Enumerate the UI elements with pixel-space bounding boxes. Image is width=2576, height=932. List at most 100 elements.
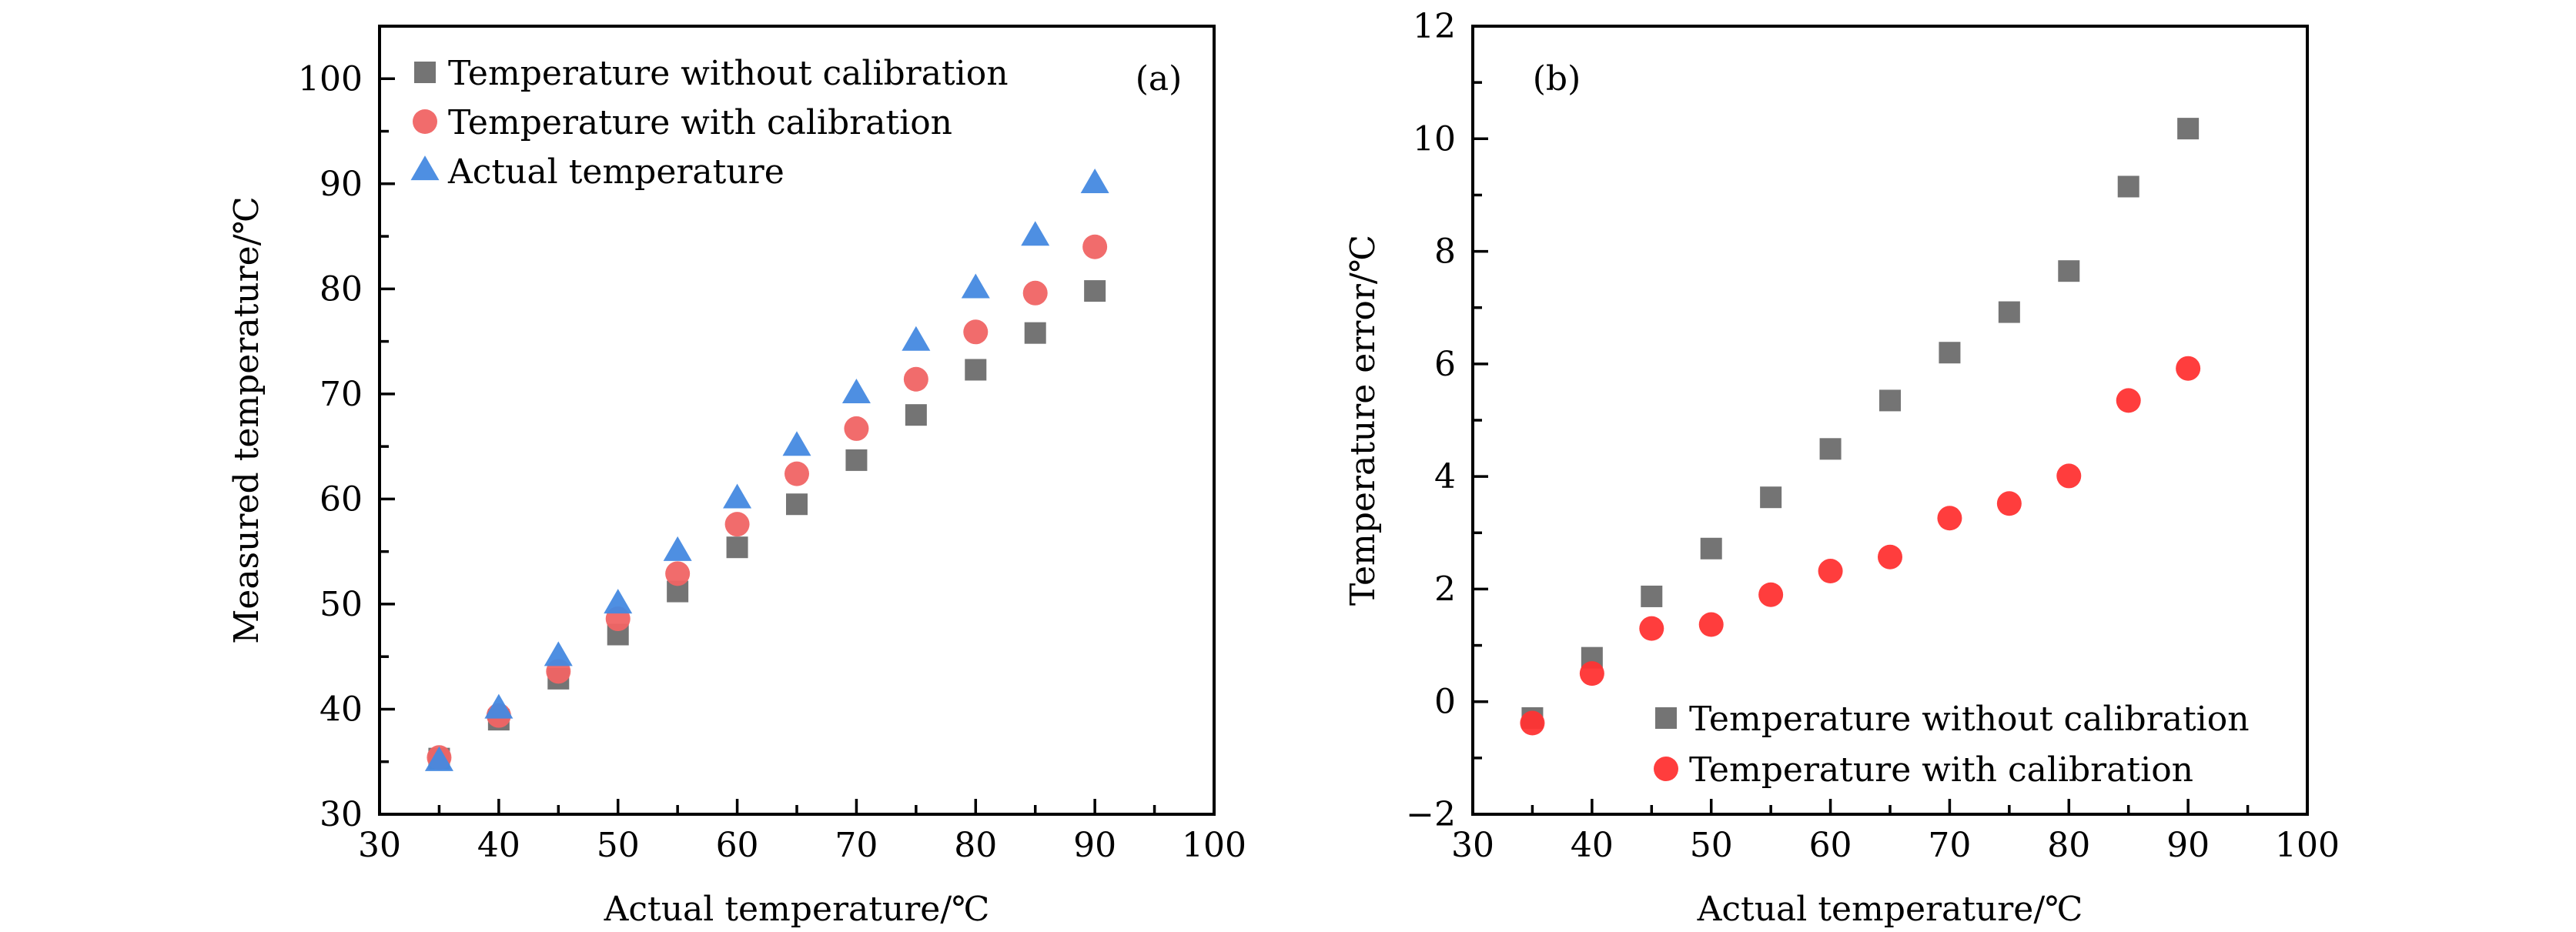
data-point bbox=[1760, 486, 1782, 509]
data-point bbox=[1758, 582, 1784, 607]
y-tick-label: 100 bbox=[298, 59, 363, 99]
y-tick-label: −2 bbox=[1406, 795, 1456, 834]
legend: Temperature without calibration Temperatu… bbox=[410, 54, 1009, 192]
data-point bbox=[1996, 491, 2022, 516]
data-point bbox=[2116, 388, 2141, 413]
plot-frame bbox=[378, 25, 1216, 816]
data-point bbox=[1579, 661, 1604, 686]
y-tick-label: 40 bbox=[319, 690, 363, 729]
data-point bbox=[1639, 616, 1664, 641]
data-point bbox=[1021, 221, 1050, 246]
x-tick-label: 40 bbox=[1571, 826, 1614, 865]
data-point bbox=[1939, 342, 1961, 364]
data-point bbox=[782, 431, 811, 456]
x-tick-label: 100 bbox=[2275, 826, 2340, 865]
legend-marker-triangle bbox=[410, 155, 440, 181]
data-point bbox=[724, 512, 750, 537]
x-tick-label: 90 bbox=[1073, 826, 1116, 865]
data-point bbox=[1022, 280, 1048, 306]
legend-marker-square bbox=[414, 62, 436, 83]
data-point bbox=[1698, 612, 1724, 637]
x-tick-label: 50 bbox=[1690, 826, 1733, 865]
series-square-0 bbox=[428, 280, 1106, 770]
y-tick-label: 30 bbox=[319, 795, 363, 834]
x-tick-label: 30 bbox=[1451, 826, 1494, 865]
x-tick-label: 30 bbox=[358, 826, 401, 865]
data-point bbox=[1082, 234, 1108, 259]
data-point bbox=[604, 589, 633, 614]
legend-marker-square bbox=[1655, 707, 1677, 729]
y-tick-label: 10 bbox=[1413, 119, 1456, 159]
x-tick-label: 100 bbox=[1182, 826, 1246, 865]
legend-item: Temperature with calibration bbox=[1654, 750, 2193, 790]
data-point bbox=[484, 693, 514, 719]
y-tick-label: 90 bbox=[319, 165, 363, 204]
legend-label: Actual temperature bbox=[447, 152, 785, 192]
data-point bbox=[1080, 168, 1109, 193]
legend-marker-circle bbox=[1654, 757, 1678, 781]
panel-label: (b) bbox=[1533, 59, 1581, 99]
data-point bbox=[902, 326, 931, 351]
series-circle-1 bbox=[1520, 356, 2201, 736]
x-axis-label: Actual temperature/℃ bbox=[604, 890, 990, 929]
x-tick-label: 60 bbox=[1809, 826, 1852, 865]
data-point bbox=[903, 366, 928, 392]
data-point bbox=[905, 404, 927, 426]
data-point bbox=[785, 461, 809, 486]
data-point bbox=[1878, 544, 1902, 570]
plot-frame bbox=[1471, 25, 2309, 816]
data-point bbox=[965, 359, 987, 381]
series-circle-1 bbox=[427, 234, 1108, 770]
x-tick-label: 50 bbox=[597, 826, 640, 865]
x-tick-label: 60 bbox=[716, 826, 759, 865]
data-point bbox=[2176, 356, 2201, 381]
data-point bbox=[544, 641, 573, 666]
y-tick-label: 4 bbox=[1434, 457, 1456, 496]
data-point bbox=[2056, 463, 2082, 489]
data-point bbox=[786, 493, 808, 516]
data-point bbox=[2177, 118, 2200, 140]
data-point bbox=[1819, 438, 1842, 460]
data-point bbox=[424, 746, 453, 771]
data-point bbox=[1641, 585, 1663, 607]
data-point bbox=[663, 536, 692, 561]
data-point bbox=[844, 416, 869, 441]
data-point bbox=[845, 449, 868, 471]
legend-label: Temperature with calibration bbox=[1689, 750, 2193, 790]
data-point bbox=[2058, 260, 2080, 282]
data-point bbox=[961, 273, 990, 299]
y-tick-label: 70 bbox=[319, 375, 363, 414]
panel-label: (a) bbox=[1136, 59, 1183, 99]
y-tick-label: 2 bbox=[1434, 570, 1456, 609]
data-point bbox=[726, 536, 748, 559]
y-tick-label: 50 bbox=[319, 585, 363, 624]
legend-label: Temperature without calibration bbox=[1689, 700, 2250, 739]
data-point bbox=[723, 483, 752, 509]
data-point bbox=[841, 379, 871, 404]
y-tick-label: 12 bbox=[1413, 7, 1456, 46]
y-tick-label: 80 bbox=[319, 269, 363, 309]
chart-panel-a: 30 40 50 60 70 80 90 100 30 40 50 60 70 80 90 100 Actual… bbox=[227, 25, 1246, 929]
x-tick-label: 40 bbox=[477, 826, 520, 865]
data-point bbox=[1084, 280, 1106, 302]
y-tick-label: 6 bbox=[1434, 345, 1456, 384]
legend: Temperature without calibration Temperatu… bbox=[1654, 700, 2250, 790]
legend-marker-circle bbox=[413, 109, 437, 134]
legend-item: Actual temperature bbox=[410, 152, 785, 192]
x-axis-label: Actual temperature/℃ bbox=[1697, 890, 2083, 929]
data-point bbox=[1818, 559, 1843, 584]
y-axis-label: Temperature error/℃ bbox=[1343, 235, 1383, 606]
series-triangle-2 bbox=[424, 168, 1109, 771]
y-tick-label: 0 bbox=[1434, 683, 1456, 722]
data-point bbox=[665, 561, 691, 586]
data-point bbox=[2117, 175, 2139, 198]
x-tick-label: 70 bbox=[835, 826, 878, 865]
x-tick-label: 90 bbox=[2166, 826, 2210, 865]
y-axis-label: Measured temperature/℃ bbox=[227, 196, 266, 644]
legend-label: Temperature with calibration bbox=[448, 103, 952, 142]
x-tick-label: 70 bbox=[1928, 826, 1971, 865]
y-tick-label: 8 bbox=[1434, 232, 1456, 272]
x-tick-label: 80 bbox=[2047, 826, 2090, 865]
legend-item: Temperature without calibration bbox=[414, 54, 1009, 93]
